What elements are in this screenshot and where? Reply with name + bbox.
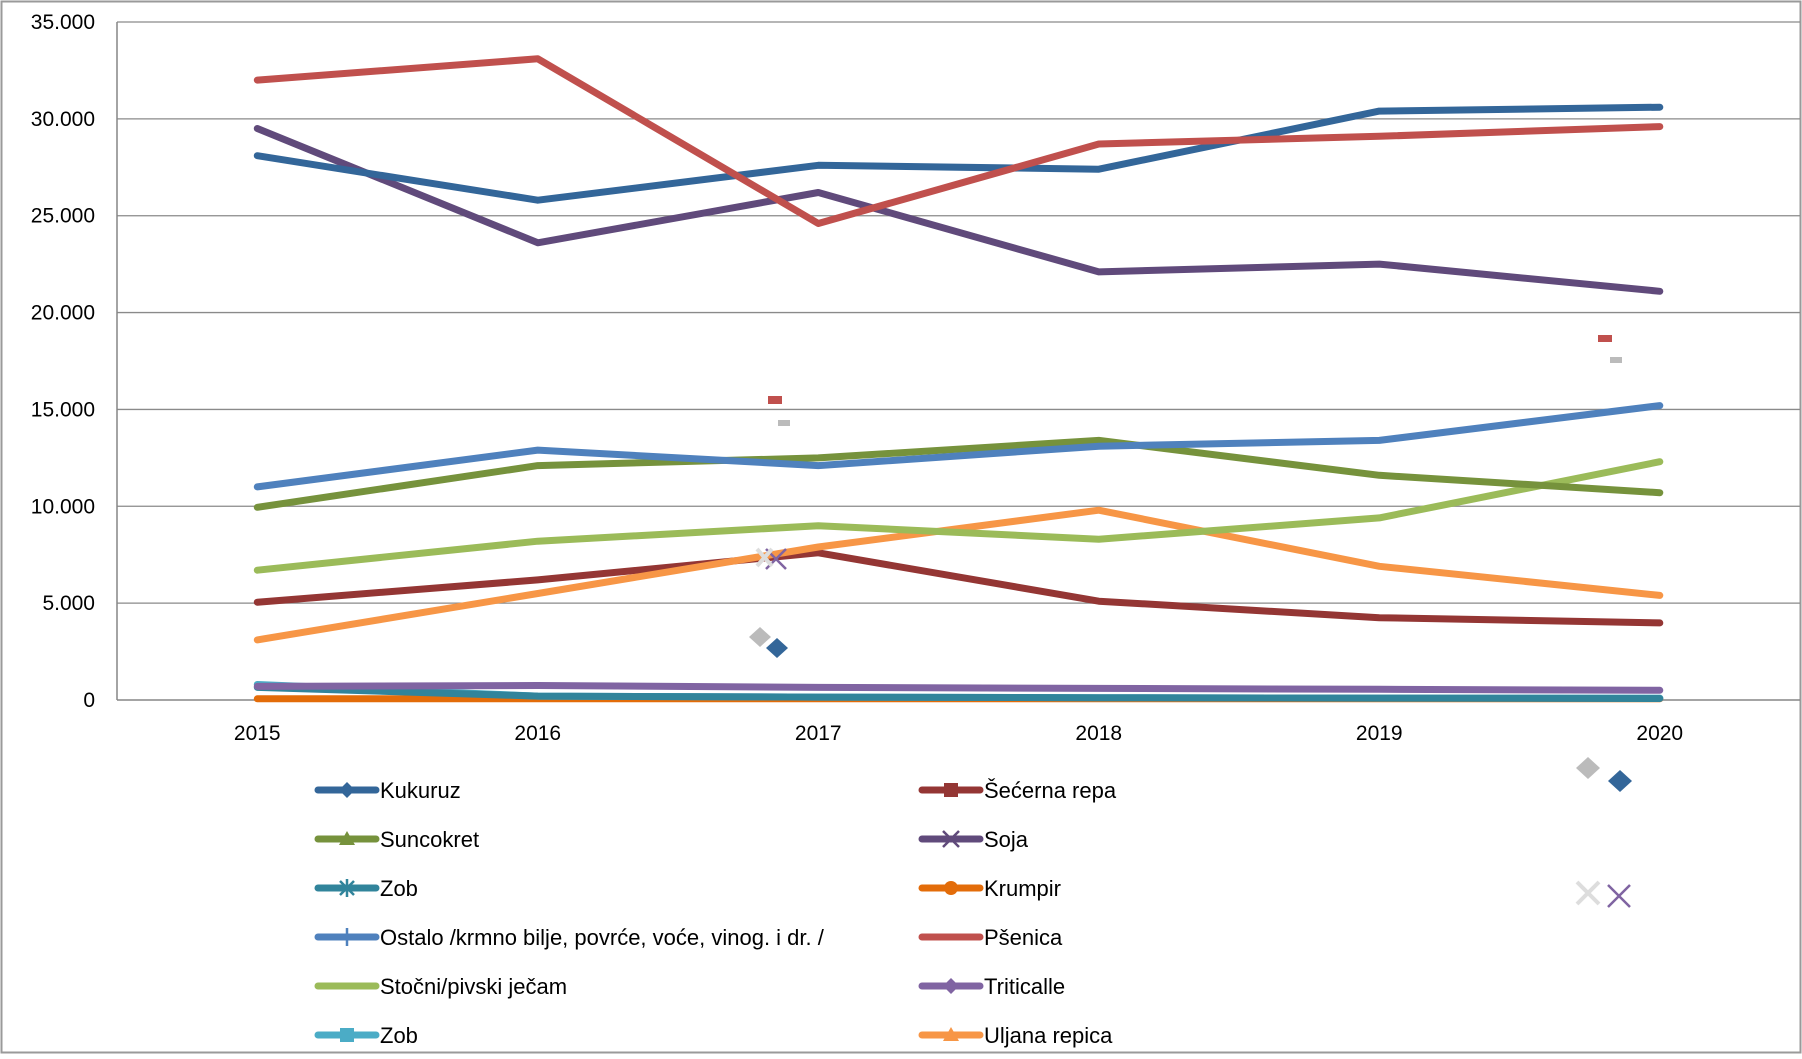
y-tick-label: 25.000 (31, 205, 95, 228)
legend-marker-4 (339, 879, 355, 897)
legend-item: Pšenica (918, 925, 1063, 950)
x-tick-label: 2017 (795, 722, 842, 745)
y-tick-label: 5.000 (42, 592, 95, 615)
legend-item: Ostalo /krmno bilje, povrće, voće, vinog… (314, 925, 825, 950)
stray-x-marker (755, 547, 774, 568)
legend-item: Stočni/pivski ječam (314, 974, 567, 999)
legend-label: Pšenica (984, 925, 1063, 950)
series-line-2 (253, 436, 1664, 511)
legend-label: Soja (984, 827, 1029, 852)
y-tick-label: 20.000 (31, 302, 95, 325)
legend-label: Zob (380, 876, 418, 901)
legend-item: Krumpir (918, 876, 1061, 901)
legend-label: Uljana repica (984, 1023, 1113, 1048)
legend-item: Šećerna repa (918, 778, 1117, 803)
legend-label: Šećerna repa (984, 778, 1117, 803)
stray-markers (749, 335, 1632, 908)
series-line-7 (253, 55, 1664, 227)
stray-square-marker (768, 396, 782, 404)
series-line-6 (253, 402, 1664, 491)
legend-marker-2 (339, 831, 355, 845)
x-tick-label: 2016 (514, 722, 561, 745)
stray-square-marker (1598, 335, 1612, 342)
y-tick-label: 10.000 (31, 495, 95, 518)
legend-item: Soja (918, 827, 1029, 852)
stray-diamond-marker (749, 627, 771, 647)
legend-label: Triticalle (984, 974, 1065, 999)
legend-item: Triticalle (918, 974, 1065, 999)
x-tick-label: 2020 (1636, 722, 1683, 745)
legend-label: Stočni/pivski ječam (380, 974, 567, 999)
x-tick-label: 2018 (1075, 722, 1122, 745)
legend-marker-0 (339, 782, 355, 798)
legend-label: Ostalo /krmno bilje, povrće, voće, vinog… (380, 925, 825, 950)
series-line-9 (253, 682, 1664, 694)
legend-marker-3 (942, 830, 960, 848)
legend-item: Kukuruz (314, 778, 461, 803)
x-tick-label: 2019 (1356, 722, 1403, 745)
series-line-4 (253, 683, 1664, 702)
axes: 0 5.000 10.000 15.000 20.000 25.000 30.000 35.0… (31, 11, 1683, 745)
series-line-11 (253, 506, 1664, 644)
legend-item: Zob (314, 1023, 418, 1048)
legend-item: Suncokret (314, 827, 479, 852)
legend-label: Zob (380, 1023, 418, 1048)
legend-marker-11 (943, 1027, 959, 1041)
legend-marker-5 (944, 881, 958, 895)
series-line-0 (253, 103, 1664, 204)
legend-label: Krumpir (984, 876, 1061, 901)
stray-diamond-marker (1576, 757, 1600, 779)
series-line-8 (253, 458, 1664, 574)
legend-item: Uljana repica (918, 1023, 1113, 1048)
legend-item: Zob (314, 876, 418, 901)
series-line-1 (253, 549, 1664, 627)
stray-gray-marker (778, 420, 790, 426)
series-line-3 (253, 125, 1664, 295)
y-tick-label: 15.000 (31, 398, 95, 421)
legend-marker-9 (943, 978, 959, 994)
y-tick-label: 0 (83, 689, 95, 712)
x-tick-label: 2015 (234, 722, 281, 745)
stray-gray-marker (1610, 357, 1622, 363)
y-tick-label: 30.000 (31, 108, 95, 131)
legend-marker-10 (340, 1028, 354, 1042)
stray-x-marker (1607, 884, 1631, 908)
series-lines (253, 55, 1664, 703)
legend: Kukuruz Šećerna repa Suncokret Soja Zob Krump… (314, 778, 1117, 1048)
stray-diamond-marker (766, 638, 788, 658)
stray-diamond-marker (1608, 770, 1632, 792)
legend-label: Suncokret (380, 827, 479, 852)
y-tick-label: 35.000 (31, 11, 95, 34)
legend-marker-1 (944, 783, 958, 797)
stray-x-marker (1575, 880, 1601, 906)
legend-label: Kukuruz (380, 778, 461, 803)
